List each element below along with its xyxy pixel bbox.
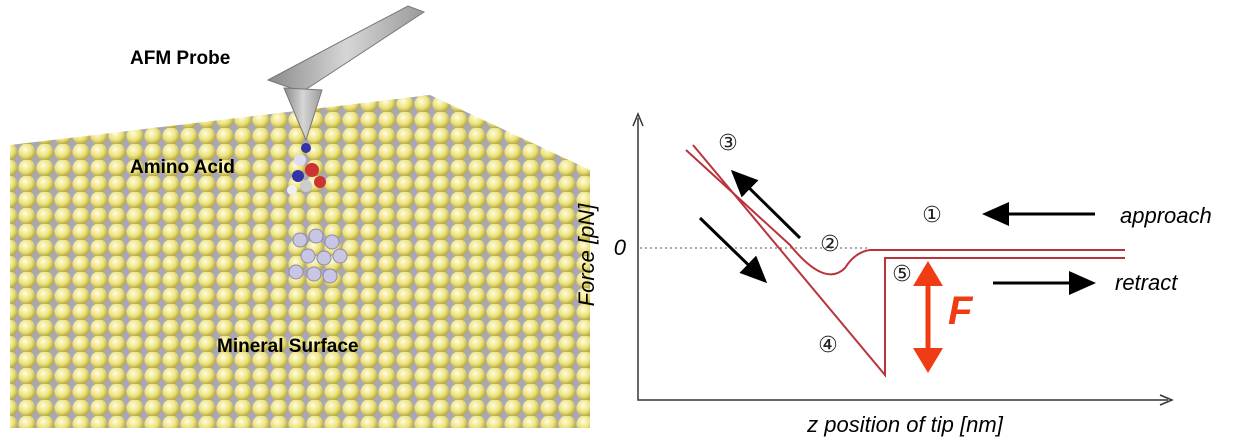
step-1: ①: [922, 203, 942, 228]
step-3: ③: [718, 131, 738, 156]
step-2: ②: [820, 232, 840, 257]
step-4: ④: [818, 333, 838, 358]
retract-label: retract: [1115, 270, 1178, 295]
x-axis-label: z position of tip [nm]: [806, 412, 1004, 437]
cantilever: [268, 6, 424, 92]
axis-arrows: [633, 114, 1172, 405]
figure: AFM Probe Amino Acid Mineral Surface ③ ②…: [0, 0, 1235, 440]
molecule-label: Amino Acid: [130, 157, 235, 178]
probe-label: AFM Probe: [130, 48, 230, 69]
zero-label: 0: [614, 235, 627, 260]
approach-label: approach: [1120, 203, 1212, 228]
force-label: F: [948, 289, 974, 333]
mineral-surface: [10, 95, 590, 428]
force-plot: ③ ② ① ⑤ ④ approach retract F 0 Force [pN…: [574, 114, 1212, 437]
illustration: AFM Probe Amino Acid Mineral Surface: [10, 6, 590, 428]
y-axis-label: Force [pN]: [574, 203, 599, 307]
surface-label: Mineral Surface: [217, 336, 359, 357]
step-5: ⑤: [892, 262, 912, 287]
approach-curve: [686, 150, 1125, 274]
arrow: [700, 218, 765, 281]
retract-curve: [693, 145, 1125, 375]
